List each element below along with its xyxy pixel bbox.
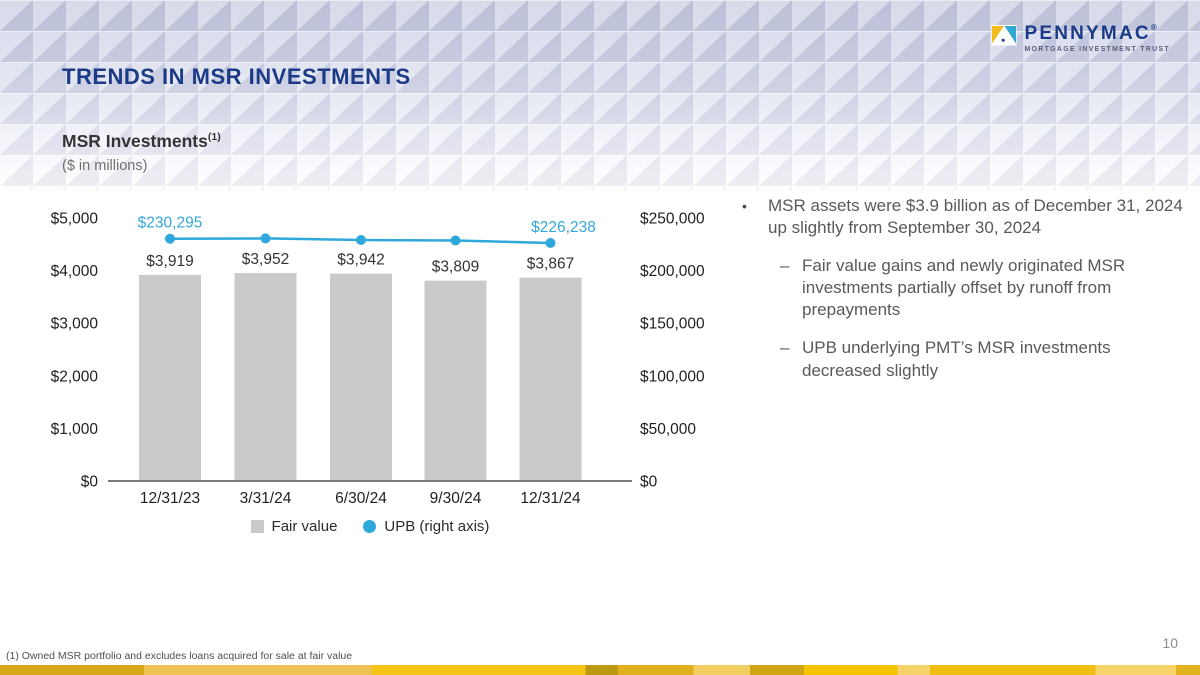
svg-text:$3,942: $3,942 <box>337 252 384 269</box>
svg-text:$250,000: $250,000 <box>640 211 705 228</box>
sub-bullet-text: UPB underlying PMT’s MSR investments dec… <box>802 338 1111 380</box>
pennymac-logo-icon <box>991 25 1017 46</box>
sub-bullet-item: – Fair value gains and newly originated … <box>780 255 1164 321</box>
brand-name: PENNYMAC® <box>1024 23 1157 44</box>
msr-investments-chart: $5,000 $250,000 $4,000 $200,000 $3,000 $150,0… <box>51 211 705 508</box>
fair-value-swatch-icon <box>250 520 264 533</box>
svg-text:$1,000: $1,000 <box>51 421 99 438</box>
pennymac-logo: PENNYMAC® MORTGAGE INVESTMENT TRUST <box>991 24 1170 53</box>
sub-bullet-text: Fair value gains and newly originated MS… <box>802 256 1126 320</box>
footnote: (1) Owned MSR portfolio and excludes loa… <box>6 650 353 662</box>
svg-text:6/30/24: 6/30/24 <box>335 490 387 507</box>
svg-text:$50,000: $50,000 <box>640 421 696 438</box>
chart-title: MSR Investments(1) <box>62 131 221 151</box>
svg-text:9/30/24: 9/30/24 <box>430 490 482 507</box>
svg-text:$3,867: $3,867 <box>527 256 574 273</box>
svg-text:12/31/24: 12/31/24 <box>520 490 581 507</box>
svg-text:$2,000: $2,000 <box>51 368 99 385</box>
svg-text:$4,000: $4,000 <box>51 263 99 280</box>
upb-swatch-icon <box>363 520 377 533</box>
sub-bullet-item: – UPB underlying PMT’s MSR investments d… <box>780 337 1164 381</box>
page-number: 10 <box>1162 635 1178 651</box>
sub-bullet-marker: – <box>780 256 790 276</box>
registered-mark: ® <box>1150 23 1157 32</box>
svg-text:$226,238: $226,238 <box>531 219 596 236</box>
footnote-reference: (1) <box>207 131 221 144</box>
svg-text:$150,000: $150,000 <box>640 316 705 333</box>
chart-legend: Fair value UPB (right axis) <box>0 518 740 535</box>
svg-text:3/31/24: 3/31/24 <box>240 490 292 507</box>
footer-gold-bar <box>0 665 1200 675</box>
svg-text:$200,000: $200,000 <box>640 263 705 280</box>
svg-text:$230,295: $230,295 <box>138 215 203 232</box>
svg-text:$3,919: $3,919 <box>146 253 193 270</box>
legend-label: UPB (right axis) <box>384 518 490 535</box>
legend-item-upb: UPB (right axis) <box>363 518 489 535</box>
chart-heading: MSR Investments(1) ($ in millions) <box>62 131 221 174</box>
svg-text:$5,000: $5,000 <box>51 211 99 228</box>
chart-subtitle: ($ in millions) <box>62 158 148 174</box>
svg-text:$3,809: $3,809 <box>432 259 479 276</box>
slide-title: TRENDS IN MSR INVESTMENTS <box>62 64 411 89</box>
svg-text:$0: $0 <box>81 474 99 491</box>
bullet-item: • MSR assets were $3.9 billion as of Dec… <box>742 195 1188 239</box>
svg-text:$0: $0 <box>640 474 658 491</box>
svg-text:$100,000: $100,000 <box>640 368 705 385</box>
legend-label: Fair value <box>271 518 338 535</box>
legend-item-fair-value: Fair value <box>250 518 338 535</box>
svg-text:$3,952: $3,952 <box>242 251 289 268</box>
sub-bullet-marker: – <box>780 338 790 358</box>
brand-tagline: MORTGAGE INVESTMENT TRUST <box>1024 46 1170 53</box>
commentary: • MSR assets were $3.9 billion as of Dec… <box>742 195 1188 382</box>
svg-text:$3,000: $3,000 <box>51 316 99 333</box>
bullet-text: MSR assets were $3.9 billion as of Decem… <box>768 196 1183 238</box>
svg-text:12/31/23: 12/31/23 <box>140 490 200 507</box>
pennymac-logo-text: PENNYMAC® MORTGAGE INVESTMENT TRUST <box>1024 23 1170 54</box>
bullet-marker: • <box>742 198 747 214</box>
